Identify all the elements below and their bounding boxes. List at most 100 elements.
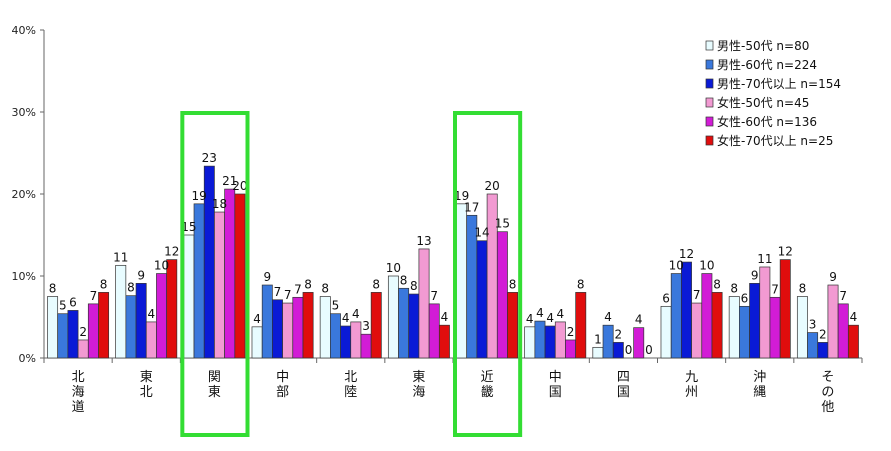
data-label: 2 [79, 325, 87, 339]
data-label: 18 [212, 197, 227, 211]
category-label: 沖縄 [753, 370, 766, 400]
legend-swatch [705, 97, 714, 108]
data-label: 4 [557, 307, 565, 321]
data-label: 17 [464, 200, 479, 214]
data-label: 5 [332, 299, 340, 313]
category-label: 九州 [685, 370, 698, 400]
data-label: 12 [778, 245, 793, 259]
data-label: 1 [594, 332, 602, 346]
data-label: 0 [625, 343, 633, 357]
bar [282, 302, 294, 359]
bar [456, 203, 468, 359]
data-label: 8 [127, 281, 135, 295]
data-label: 4 [441, 310, 449, 324]
legend-swatch [705, 78, 714, 89]
data-label: 2 [567, 325, 575, 339]
bar [769, 296, 781, 359]
legend-swatch [705, 40, 714, 51]
bar [592, 346, 604, 359]
bar [302, 292, 314, 359]
bar [370, 292, 382, 359]
bar [602, 324, 614, 359]
legend-swatch [705, 59, 714, 70]
category-label: 中部 [276, 370, 289, 400]
bar [350, 321, 362, 359]
data-label: 8 [372, 277, 380, 291]
legend-swatch [705, 135, 714, 146]
data-label: 21 [222, 174, 237, 188]
bar [817, 342, 829, 359]
data-label: 6 [741, 291, 749, 305]
category-label: 近畿 [481, 370, 494, 400]
data-label: 11 [757, 252, 772, 266]
data-label: 23 [202, 151, 217, 165]
bar [408, 293, 420, 359]
data-label: 15 [181, 220, 196, 234]
data-label: 5 [59, 299, 67, 313]
y-tick-label: 10% [12, 270, 36, 283]
bar [796, 296, 808, 359]
data-label: 0 [645, 343, 653, 357]
bar [759, 266, 771, 359]
bar [360, 333, 372, 359]
bar [507, 292, 519, 359]
data-label: 20 [232, 179, 247, 193]
data-label: 20 [485, 179, 500, 193]
legend-label: 女性-50代 n=45 [717, 95, 809, 110]
bar [711, 292, 723, 359]
bar [827, 284, 839, 359]
data-label: 11 [113, 250, 128, 264]
bar [47, 296, 59, 359]
bar [398, 287, 410, 359]
bar [135, 283, 147, 359]
bar [691, 302, 703, 359]
category-label: 北海道 [72, 370, 85, 415]
bar [633, 327, 645, 359]
bar [779, 259, 791, 359]
data-label: 4 [342, 311, 350, 325]
data-label: 7 [693, 288, 701, 302]
bar [418, 248, 430, 359]
data-label: 8 [730, 282, 738, 296]
data-label: 8 [321, 282, 329, 296]
bar [660, 305, 672, 359]
category-label: 四国 [617, 370, 630, 400]
data-label: 2 [614, 327, 622, 341]
data-label: 19 [191, 189, 206, 203]
data-label: 4 [850, 310, 858, 324]
bar [166, 259, 178, 359]
data-label: 8 [713, 277, 721, 291]
bar [524, 326, 536, 359]
data-label: 7 [90, 289, 98, 303]
bar [534, 320, 546, 359]
data-label: 4 [148, 307, 156, 321]
bar [340, 325, 352, 359]
data-label: 9 [829, 270, 837, 284]
bar [251, 326, 263, 359]
data-label: 12 [679, 247, 694, 261]
data-label: 10 [386, 261, 401, 275]
legend-swatch [705, 116, 714, 127]
bar [554, 321, 566, 359]
bar [670, 273, 682, 359]
highlight-frame [453, 111, 523, 437]
data-label: 7 [430, 289, 438, 303]
bar [701, 273, 713, 359]
data-label: 4 [604, 310, 612, 324]
bar [214, 211, 225, 359]
category-label: 関東 [208, 370, 221, 400]
bar [115, 264, 127, 359]
data-label: 9 [751, 268, 759, 282]
bar [261, 284, 273, 359]
data-label: 4 [253, 312, 261, 326]
data-label: 7 [284, 288, 292, 302]
data-label: 8 [100, 277, 108, 291]
data-label: 10 [699, 259, 714, 273]
data-label: 8 [400, 273, 408, 287]
data-label: 6 [69, 295, 77, 309]
bar [57, 313, 69, 359]
bar [428, 303, 440, 359]
data-label: 4 [526, 312, 534, 326]
data-label: 3 [362, 319, 370, 333]
